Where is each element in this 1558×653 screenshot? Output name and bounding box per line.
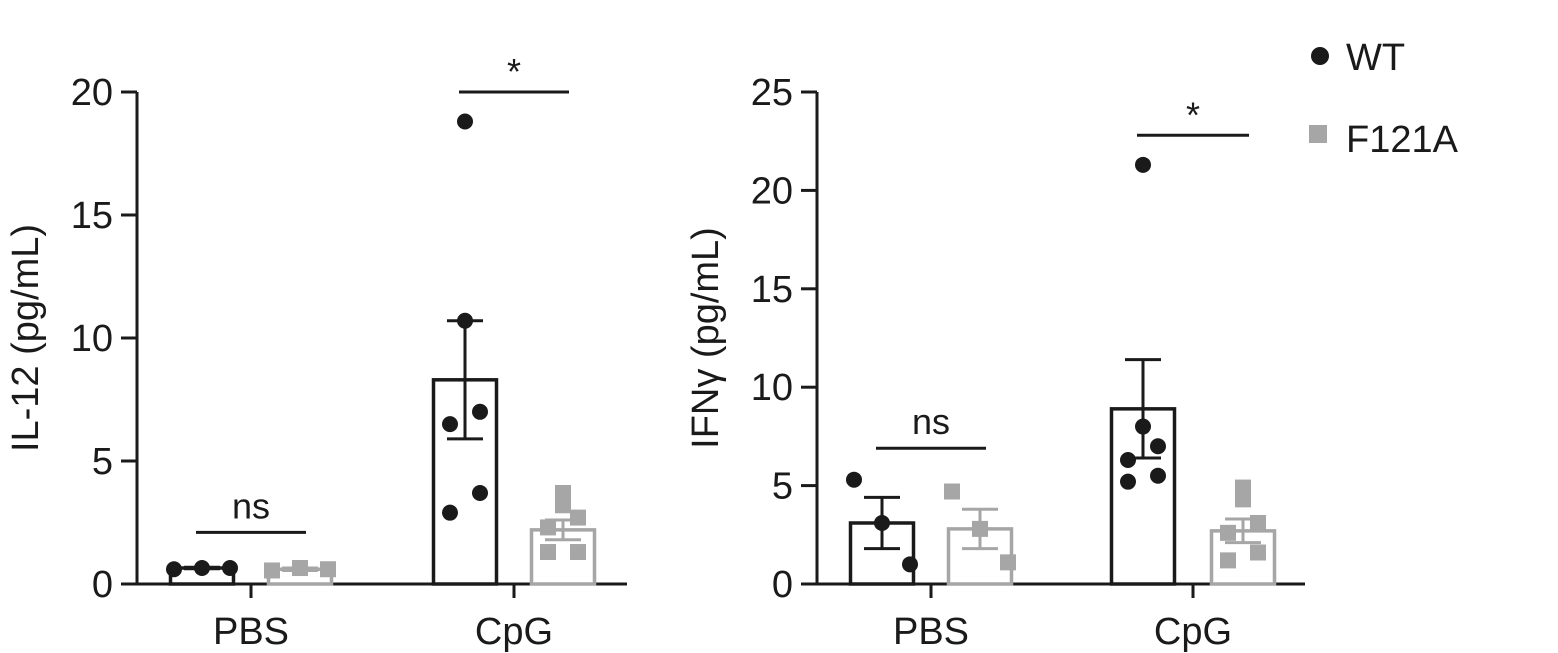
point-f121a-cpg-3 xyxy=(570,509,586,526)
point-f121a-cpg-4 xyxy=(1220,524,1236,541)
y-tick-label-15: 15 xyxy=(751,269,793,311)
significance-label-pbs: ns xyxy=(912,401,950,442)
point-wt-cpg-6 xyxy=(1120,473,1136,490)
point-wt-cpg-1 xyxy=(457,113,473,130)
y-tick-label-0: 0 xyxy=(92,564,113,606)
y-tick-label-25: 25 xyxy=(751,72,793,114)
x-tick-label-cpg: CpG xyxy=(475,611,553,653)
y-tick-label-20: 20 xyxy=(71,72,113,114)
x-tick-label-pbs: PBS xyxy=(893,611,969,653)
y-tick-label-20: 20 xyxy=(751,170,793,212)
point-f121a-pbs-1 xyxy=(264,562,280,579)
point-wt-pbs-2 xyxy=(874,514,890,531)
legend-marker-wt-circle xyxy=(1311,47,1329,65)
point-wt-cpg-5 xyxy=(1150,467,1166,484)
y-axis-label: IFNγ (pg/mL) xyxy=(685,227,727,449)
significance-label-pbs: ns xyxy=(232,485,270,526)
y-tick-label-15: 15 xyxy=(71,195,113,237)
point-f121a-cpg-6 xyxy=(1220,552,1236,569)
y-tick-label-10: 10 xyxy=(751,367,793,409)
point-wt-cpg-2 xyxy=(1135,418,1151,435)
point-wt-cpg-5 xyxy=(472,484,488,501)
point-f121a-cpg-2 xyxy=(1235,491,1251,508)
legend-label-f121a: F121A xyxy=(1346,119,1459,161)
point-f121a-cpg-1 xyxy=(555,484,571,501)
point-wt-pbs-3 xyxy=(902,556,918,573)
legend-marker-f121a-square xyxy=(1309,125,1327,143)
x-tick-label-cpg: CpG xyxy=(1154,611,1232,653)
legend-item-f121a: F121A xyxy=(1309,119,1459,161)
point-f121a-cpg-5 xyxy=(1250,544,1266,561)
il12-panel: 0 5 10 15 20 IL-12 (pg/mL) PBS CpG ns * xyxy=(5,51,627,653)
y-tick-label-5: 5 xyxy=(92,441,113,483)
point-wt-pbs-1 xyxy=(166,561,182,578)
point-wt-cpg-1 xyxy=(1135,156,1151,173)
y-axis-label: IL-12 (pg/mL) xyxy=(5,224,47,452)
point-f121a-pbs-2 xyxy=(292,560,308,577)
point-wt-cpg-2 xyxy=(457,312,473,329)
significance-label-cpg: * xyxy=(1186,94,1200,135)
legend-item-wt: WT xyxy=(1311,37,1405,79)
point-f121a-pbs-3 xyxy=(320,561,336,578)
x-tick-label-pbs: PBS xyxy=(213,611,289,653)
point-wt-cpg-3 xyxy=(1150,438,1166,455)
ifng-panel: 0 5 10 15 20 25 IFNγ (pg/mL) PBS CpG ns * xyxy=(685,72,1305,653)
point-f121a-pbs-3 xyxy=(1000,554,1016,571)
point-wt-cpg-3 xyxy=(472,403,488,420)
point-f121a-pbs-2 xyxy=(972,520,988,537)
point-wt-pbs-3 xyxy=(222,560,238,577)
y-tick-label-5: 5 xyxy=(772,466,793,508)
point-wt-cpg-4 xyxy=(1120,452,1136,469)
point-f121a-cpg-3 xyxy=(1250,514,1266,531)
point-f121a-cpg-2 xyxy=(555,497,571,514)
y-tick-label-10: 10 xyxy=(71,318,113,360)
point-f121a-cpg-6 xyxy=(540,544,556,561)
point-wt-cpg-6 xyxy=(442,504,458,521)
point-f121a-cpg-4 xyxy=(540,519,556,536)
significance-label-cpg: * xyxy=(507,51,521,92)
point-wt-pbs-1 xyxy=(846,471,862,488)
point-wt-pbs-2 xyxy=(194,560,210,577)
legend-label-wt: WT xyxy=(1346,37,1405,79)
point-f121a-cpg-5 xyxy=(570,544,586,561)
y-tick-label-0: 0 xyxy=(772,564,793,606)
point-wt-cpg-4 xyxy=(442,416,458,433)
legend: WT F121A xyxy=(1309,37,1459,161)
point-f121a-pbs-1 xyxy=(944,483,960,500)
